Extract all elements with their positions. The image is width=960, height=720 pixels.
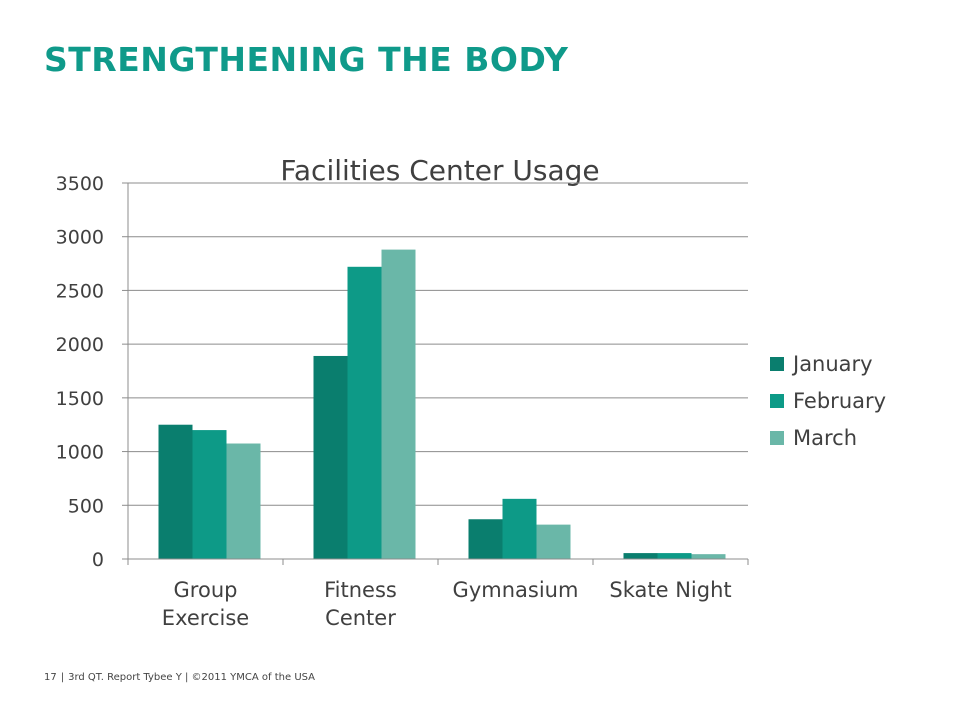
bar [347,266,382,559]
bar [381,249,416,559]
x-tick-label: Fitness [324,578,397,602]
x-tick-label: Gymnasium [453,578,579,602]
legend: January February March [770,352,886,450]
bar [623,553,658,559]
bar [226,443,261,559]
bars [158,249,726,559]
bar [192,430,227,559]
bar [468,519,503,559]
y-tick-label: 3500 [56,173,104,195]
x-tick-label: Center [325,606,396,630]
legend-label: March [793,426,857,450]
bar [158,424,193,559]
slide-title: STRENGTHENING THE BODY [44,40,569,79]
bar [502,498,537,559]
bar [691,554,726,559]
footer-separator: | [60,672,65,683]
legend-swatch [770,431,784,445]
axes: 0 500 1000 1500 2000 2500 3000 3500 Group Exercis… [56,173,749,630]
y-tick-label: 2000 [56,334,104,356]
y-tick-label: 500 [68,495,104,517]
y-tick-label: 3000 [56,227,104,249]
footer: 17 | 3rd QT. Report Tybee Y | ©2011 YMCA o… [44,672,315,683]
x-tick-label: Exercise [162,606,249,630]
y-tick-label: 0 [92,549,104,571]
bar [536,524,571,559]
legend-swatch [770,357,784,371]
footer-text: 3rd QT. Report Tybee Y | ©2011 YMCA of t… [68,672,316,683]
legend-swatch [770,394,784,408]
chart-title: Facilities Center Usage [280,154,599,187]
legend-label: January [791,352,873,376]
x-tick-label: Group [174,578,238,602]
page-number: 17 [44,672,57,683]
y-tick-label: 1500 [56,388,104,410]
bar [313,355,348,559]
x-tick-label: Skate Night [609,578,731,602]
y-tick-label: 1000 [56,442,104,464]
legend-label: February [793,389,886,413]
y-tick-label: 2500 [56,280,104,302]
bar [657,553,692,559]
